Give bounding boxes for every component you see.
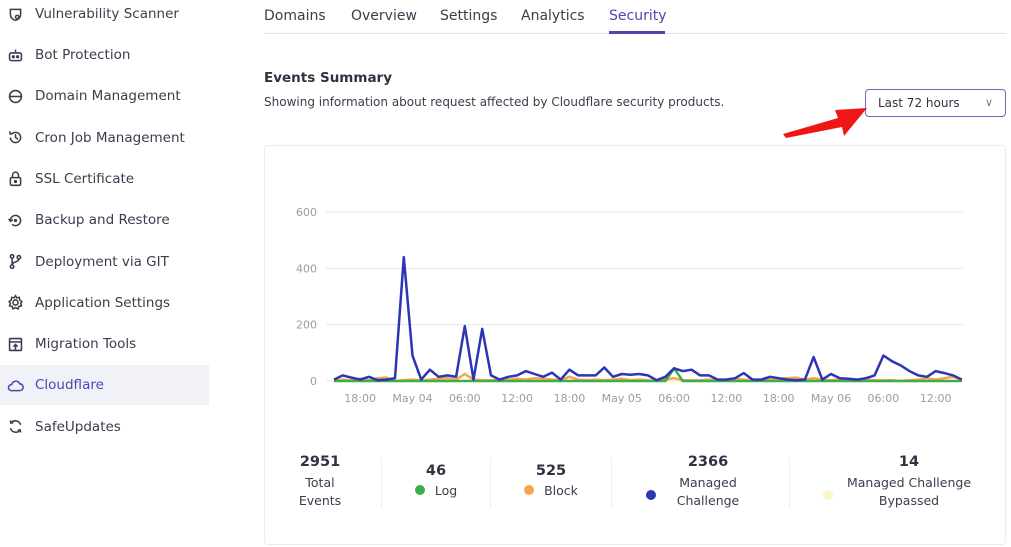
time-range-value: Last 72 hours [878, 96, 960, 110]
www-globe-icon [6, 87, 24, 105]
sidebar-item-bot-protection[interactable]: Bot Protection [0, 35, 209, 75]
sidebar-item-label: Application Settings [35, 294, 171, 311]
x-tick-label: 06:00 [658, 392, 690, 405]
log-dot-icon [414, 485, 425, 495]
time-range-select[interactable]: Last 72 hours ∨ [865, 89, 1006, 117]
sidebar-item-cloudflare[interactable]: Cloudflare [0, 365, 209, 406]
series-line-log [334, 367, 962, 383]
sidebar-item-label: Migration Tools [35, 336, 137, 353]
stat-label: Total Events [298, 475, 342, 508]
stat-log: 46 Log [400, 463, 472, 498]
tab-overview[interactable]: Overview [351, 8, 417, 24]
sidebar-item-label: Backup and Restore [35, 212, 170, 229]
stat-value: 14 [898, 454, 920, 470]
upload-window-icon [6, 335, 24, 353]
x-tick-label: 18:00 [763, 392, 795, 405]
stat-label: Block [544, 483, 578, 498]
y-tick-label: 200 [296, 319, 317, 332]
tab-bar: Domains Overview Settings Analytics Secu… [264, 0, 1006, 34]
y-tick-label: 400 [296, 262, 317, 275]
sidebar-item-label: Vulnerability Scanner [35, 6, 179, 22]
cloud-icon [6, 376, 24, 394]
x-tick-label: 06:00 [449, 392, 481, 405]
block-dot-icon [524, 485, 535, 495]
stat-managed-challenge-bypassed: 14 Managed Challenge Bypassed [843, 454, 975, 510]
sidebar-item-label: SSL Certificate [35, 170, 135, 187]
sidebar-item-backup-and-restore[interactable]: Backup and Restore [0, 200, 209, 240]
section-subtitle: Showing information about request affect… [264, 95, 725, 109]
section-title: Events Summary [264, 70, 393, 86]
robot-icon [6, 46, 24, 64]
stat-block: 525 Block [515, 463, 587, 498]
gear-icon [6, 294, 24, 312]
divider [789, 458, 790, 508]
stat-value: 46 [425, 463, 447, 479]
x-tick-label: May 06 [811, 392, 851, 405]
sidebar-item-cron-job-management[interactable]: Cron Job Management [0, 118, 209, 158]
history-icon [6, 129, 24, 147]
x-tick-label: 06:00 [868, 392, 900, 405]
sidebar-item-application-settings[interactable]: Application Settings [0, 283, 209, 323]
stat-label: Log [434, 483, 458, 498]
divider [381, 458, 382, 508]
stat-total-events: 2951 Total Events [290, 454, 350, 510]
sidebar-item-label: Bot Protection [35, 47, 131, 63]
x-tick-label: 18:00 [554, 392, 586, 405]
refresh-icon [6, 418, 24, 436]
y-tick-label: 600 [296, 206, 317, 219]
annotation-arrow-icon [783, 108, 867, 138]
stat-value: 525 [535, 463, 567, 479]
stat-value: 2951 [299, 454, 341, 470]
managed-challenge-dot-icon [646, 490, 656, 500]
events-card [264, 145, 1006, 545]
x-tick-label: 12:00 [501, 392, 533, 405]
divider [490, 458, 491, 508]
stat-label: Managed Challenge Bypassed [846, 475, 972, 508]
sidebar-item-label: Cron Job Management [35, 129, 185, 146]
stat-managed-challenge: 2366 Managed Challenge [668, 454, 748, 510]
divider [611, 458, 612, 508]
lock-icon [6, 170, 24, 188]
series-line-managed-challenge [333, 255, 963, 382]
sidebar-item-migration-tools[interactable]: Migration Tools [0, 324, 209, 364]
sidebar-item-deployment-via-git[interactable]: Deployment via GIT [0, 242, 209, 282]
sidebar-item-label: Deployment via GIT [35, 253, 169, 270]
x-tick-label: May 04 [392, 392, 432, 405]
sidebar-item-label: SafeUpdates [35, 418, 121, 435]
stat-value: 2366 [687, 454, 729, 470]
git-branch-icon [6, 253, 24, 271]
y-tick-label: 0 [310, 375, 317, 388]
tab-settings[interactable]: Settings [440, 8, 498, 24]
x-tick-label: 12:00 [711, 392, 743, 405]
restore-icon [6, 211, 24, 229]
chevron-down-icon: ∨ [984, 96, 993, 109]
sidebar-item-domain-management[interactable]: Domain Management [0, 76, 209, 116]
sidebar-item-label: Cloudflare [35, 377, 104, 394]
tab-domains[interactable]: Domains [264, 8, 326, 24]
sidebar-item-safeupdates[interactable]: SafeUpdates [0, 407, 209, 447]
sidebar-item-vulnerability-scanner[interactable]: Vulnerability Scanner [0, 0, 209, 34]
x-tick-label: 12:00 [920, 392, 952, 405]
sidebar-item-label: Domain Management [35, 88, 181, 105]
shield-scan-icon [6, 5, 24, 23]
bypassed-dot-icon [823, 490, 833, 500]
tab-security[interactable]: Security [609, 8, 667, 34]
stat-label: Managed Challenge [676, 475, 740, 508]
x-tick-label: 18:00 [344, 392, 376, 405]
x-tick-label: May 05 [602, 392, 642, 405]
sidebar-item-ssl-certificate[interactable]: SSL Certificate [0, 159, 209, 199]
tab-analytics[interactable]: Analytics [521, 8, 585, 24]
